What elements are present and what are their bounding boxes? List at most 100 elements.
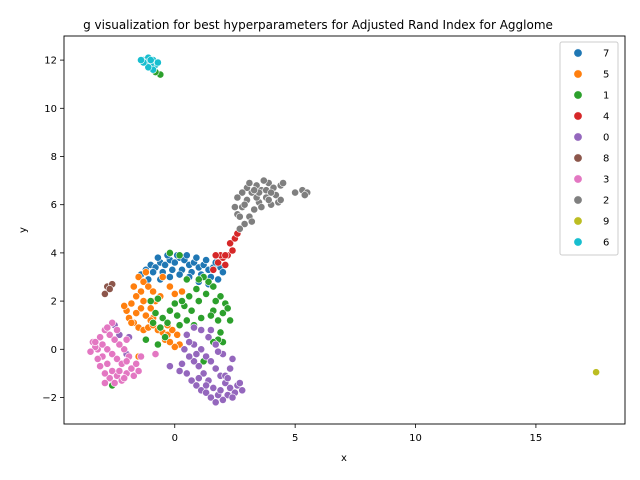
data-point-cluster-5 bbox=[173, 330, 182, 339]
data-point-cluster-5 bbox=[120, 301, 129, 310]
data-point-cluster-1 bbox=[226, 316, 234, 325]
data-point-cluster-0 bbox=[202, 381, 210, 390]
data-point-cluster-5 bbox=[132, 292, 141, 301]
data-point-cluster-7 bbox=[175, 270, 184, 279]
data-point-cluster-7 bbox=[153, 253, 162, 262]
data-point-cluster-7 bbox=[202, 256, 210, 264]
data-point-cluster-5 bbox=[134, 273, 143, 281]
data-point-cluster-2 bbox=[267, 188, 275, 197]
data-point-cluster-3 bbox=[151, 350, 160, 358]
data-point-cluster-3 bbox=[134, 367, 143, 375]
data-point-cluster-0 bbox=[204, 333, 213, 342]
data-point-cluster-3 bbox=[103, 359, 112, 368]
data-point-cluster-0 bbox=[226, 364, 234, 373]
data-point-cluster-3 bbox=[127, 364, 136, 373]
data-point-cluster-2 bbox=[240, 200, 249, 209]
data-point-cluster-3 bbox=[96, 333, 104, 342]
data-point-cluster-5 bbox=[149, 287, 157, 296]
data-point-cluster-1 bbox=[216, 292, 225, 301]
data-point-cluster-2 bbox=[291, 188, 299, 197]
data-point-cluster-0 bbox=[206, 393, 215, 402]
y-tick-label: 0 bbox=[51, 345, 57, 356]
data-point-cluster-5 bbox=[178, 287, 186, 296]
data-point-cluster-7 bbox=[182, 251, 191, 260]
data-point-cluster-0 bbox=[206, 326, 215, 334]
data-point-cluster-3 bbox=[120, 374, 129, 383]
data-point-cluster-5 bbox=[165, 282, 174, 291]
data-point-cluster-1 bbox=[182, 316, 191, 325]
data-point-cluster-7 bbox=[192, 253, 201, 262]
data-point-cluster-5 bbox=[139, 277, 148, 286]
x-axis: 0 5 10 15 bbox=[172, 424, 542, 444]
x-tick-label: 0 bbox=[172, 433, 178, 444]
data-point-cluster-0 bbox=[165, 362, 174, 371]
data-point-cluster-1 bbox=[156, 323, 165, 332]
data-point-cluster-0 bbox=[190, 323, 198, 332]
data-point-cluster-7 bbox=[218, 268, 227, 277]
data-point-cluster-1 bbox=[149, 318, 157, 327]
data-point-cluster-8 bbox=[105, 285, 114, 293]
x-axis-label: x bbox=[341, 453, 347, 464]
data-point-cluster-0 bbox=[185, 352, 194, 361]
legend-label-9: 9 bbox=[603, 217, 609, 228]
data-point-cluster-7 bbox=[168, 265, 177, 274]
chart-title: g visualization for best hyperparameters… bbox=[83, 18, 553, 32]
y-tick-label: 6 bbox=[51, 200, 57, 211]
y-tick-label: −2 bbox=[42, 393, 57, 404]
data-point-cluster-1 bbox=[158, 314, 167, 322]
x-tick-label: 10 bbox=[409, 433, 422, 444]
data-point-cluster-0 bbox=[211, 398, 220, 407]
legend-marker-9 bbox=[573, 216, 583, 226]
data-point-cluster-1 bbox=[178, 297, 186, 305]
data-point-cluster-2 bbox=[279, 179, 287, 187]
data-point-cluster-7 bbox=[165, 273, 174, 281]
data-point-cluster-1 bbox=[165, 248, 174, 257]
data-point-cluster-5 bbox=[129, 282, 138, 291]
data-point-cluster-5 bbox=[137, 304, 145, 313]
data-point-cluster-0 bbox=[202, 352, 210, 361]
data-point-cluster-0 bbox=[228, 354, 237, 363]
data-point-cluster-5 bbox=[158, 273, 167, 281]
data-point-cluster-0 bbox=[180, 345, 189, 354]
data-point-cluster-8 bbox=[101, 289, 109, 298]
data-point-cluster-0 bbox=[192, 350, 201, 358]
data-point-cluster-2 bbox=[259, 176, 268, 185]
data-point-cluster-0 bbox=[211, 340, 220, 349]
data-point-cluster-0 bbox=[235, 379, 244, 387]
data-point-cluster-3 bbox=[113, 354, 121, 363]
data-point-cluster-3 bbox=[91, 338, 100, 346]
data-point-cluster-2 bbox=[235, 224, 244, 233]
data-point-cluster-0 bbox=[178, 359, 186, 368]
data-point-cluster-5 bbox=[132, 309, 141, 317]
legend-marker-8 bbox=[573, 153, 583, 163]
data-point-cluster-1 bbox=[141, 335, 150, 344]
data-point-cluster-3 bbox=[103, 323, 112, 332]
data-point-cluster-0 bbox=[199, 369, 208, 378]
data-point-cluster-3 bbox=[110, 335, 119, 344]
plot-frame bbox=[63, 35, 626, 425]
data-point-cluster-1 bbox=[153, 294, 162, 303]
data-point-cluster-2 bbox=[257, 203, 266, 211]
data-point-cluster-1 bbox=[218, 309, 227, 317]
legend-marker-6 bbox=[573, 237, 583, 247]
data-point-cluster-1 bbox=[194, 275, 203, 284]
data-point-cluster-5 bbox=[165, 338, 174, 346]
data-point-cluster-3 bbox=[115, 340, 124, 349]
data-point-cluster-1 bbox=[202, 289, 210, 298]
data-point-cluster-3 bbox=[108, 350, 117, 358]
data-point-cluster-2 bbox=[250, 205, 259, 214]
data-point-cluster-1 bbox=[182, 275, 191, 284]
data-point-cluster-1 bbox=[161, 333, 169, 342]
data-point-cluster-3 bbox=[101, 369, 109, 378]
data-point-cluster-2 bbox=[238, 188, 247, 197]
data-point-cluster-5 bbox=[141, 268, 150, 277]
data-point-cluster-7 bbox=[170, 258, 179, 267]
data-point-cluster-7 bbox=[161, 260, 169, 269]
data-point-cluster-4 bbox=[211, 251, 220, 260]
data-point-cluster-7 bbox=[149, 268, 157, 277]
data-point-cluster-0 bbox=[211, 364, 220, 373]
data-point-cluster-2 bbox=[264, 195, 273, 204]
data-point-cluster-1 bbox=[197, 314, 206, 322]
data-point-cluster-0 bbox=[214, 347, 222, 356]
data-point-cluster-0 bbox=[192, 381, 201, 390]
